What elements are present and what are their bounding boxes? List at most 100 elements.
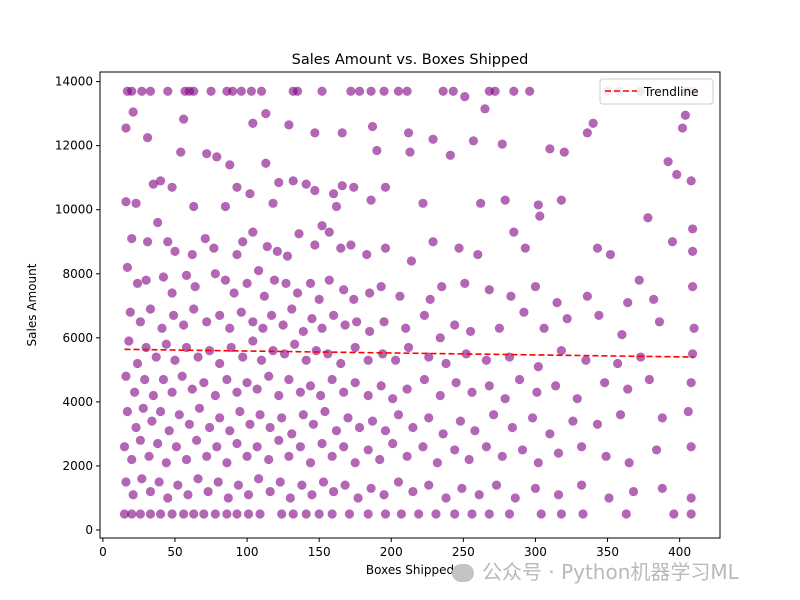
- data-point: [242, 378, 252, 388]
- data-point: [238, 352, 248, 362]
- data-point: [278, 320, 288, 330]
- data-point: [163, 237, 173, 247]
- data-point: [352, 317, 362, 327]
- data-point: [323, 349, 333, 359]
- data-point: [229, 288, 239, 298]
- data-point: [474, 490, 484, 500]
- data-point: [158, 374, 169, 385]
- data-point: [183, 490, 193, 500]
- data-point: [390, 355, 401, 365]
- data-point: [467, 387, 477, 397]
- y-tick-label: 4000: [62, 395, 93, 409]
- data-point: [145, 304, 156, 314]
- data-point: [311, 346, 321, 356]
- data-point: [181, 454, 192, 465]
- data-point: [623, 384, 633, 394]
- y-tick-label: 12000: [55, 139, 93, 153]
- y-axis-label: Sales Amount: [25, 263, 39, 346]
- data-point: [125, 307, 135, 317]
- data-point: [349, 182, 359, 192]
- data-point: [481, 355, 492, 365]
- data-point: [210, 509, 220, 519]
- data-point: [213, 477, 223, 487]
- data-point: [556, 195, 566, 205]
- data-point: [121, 477, 131, 487]
- data-point: [179, 509, 189, 519]
- data-point: [236, 86, 246, 96]
- data-point: [215, 358, 225, 369]
- data-point: [245, 419, 255, 429]
- data-point: [119, 442, 130, 452]
- data-point: [527, 413, 538, 423]
- data-point: [454, 243, 464, 253]
- data-point: [282, 251, 293, 261]
- x-tick-label: 350: [596, 545, 619, 559]
- data-point: [232, 249, 242, 260]
- data-point: [269, 275, 280, 285]
- data-point: [164, 426, 174, 436]
- data-point: [317, 323, 327, 333]
- data-point: [677, 123, 688, 133]
- data-point: [194, 403, 205, 413]
- data-point: [464, 454, 474, 465]
- data-point: [605, 249, 616, 260]
- data-point: [506, 291, 516, 301]
- data-point: [419, 374, 430, 385]
- data-point: [576, 480, 587, 490]
- data-point: [265, 422, 275, 433]
- data-point: [171, 442, 182, 452]
- data-point: [484, 285, 494, 295]
- data-point: [408, 422, 418, 433]
- data-point: [379, 86, 389, 96]
- data-point: [683, 406, 693, 417]
- data-point: [507, 422, 517, 433]
- trendline: [124, 348, 695, 358]
- data-point: [476, 198, 486, 208]
- data-point: [490, 86, 500, 96]
- data-point: [530, 483, 541, 493]
- data-point: [337, 128, 347, 138]
- data-point: [225, 160, 235, 170]
- data-point: [307, 490, 317, 500]
- data-point: [248, 317, 258, 327]
- x-tick-label: 0: [99, 545, 107, 559]
- data-point: [367, 121, 378, 132]
- data-point: [135, 509, 145, 519]
- data-point: [275, 477, 285, 487]
- data-point: [131, 422, 141, 433]
- data-point: [310, 240, 320, 250]
- data-point: [261, 109, 271, 119]
- data-point: [328, 189, 339, 199]
- data-point: [324, 275, 334, 285]
- data-point: [686, 493, 696, 503]
- data-point: [256, 355, 267, 365]
- data-point: [380, 182, 391, 192]
- data-point: [689, 323, 699, 333]
- data-point: [363, 355, 373, 365]
- data-point: [124, 336, 134, 346]
- y-tick-label: 6000: [62, 331, 93, 345]
- data-point: [401, 323, 411, 333]
- data-point: [393, 477, 404, 487]
- data-point: [686, 378, 696, 388]
- trendline-layer: [124, 348, 695, 358]
- data-point: [220, 275, 231, 285]
- data-point: [262, 241, 272, 252]
- data-point: [535, 211, 545, 221]
- data-point: [274, 390, 284, 401]
- data-point: [307, 314, 317, 324]
- data-point: [243, 490, 254, 500]
- data-point: [339, 285, 349, 295]
- data-point: [148, 179, 158, 189]
- data-point: [292, 288, 303, 298]
- data-point: [363, 445, 373, 455]
- data-point: [672, 169, 682, 180]
- data-point: [254, 474, 264, 484]
- data-point: [435, 390, 445, 401]
- data-point: [238, 237, 248, 247]
- data-point: [604, 493, 614, 503]
- data-point: [572, 394, 582, 404]
- data-point: [189, 509, 199, 519]
- data-point: [228, 86, 238, 96]
